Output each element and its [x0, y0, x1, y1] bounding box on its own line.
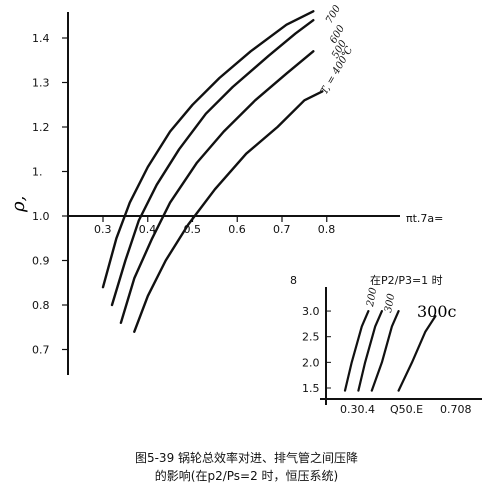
inset-curve-label-200: 200 [365, 286, 379, 308]
caption-line-2: 的影响(在p2/Ps=2 时，恒压系统) [154, 469, 339, 483]
main-series-line-3 [119, 50, 315, 324]
inset-y-label: 8 [290, 274, 297, 287]
main-series-line-1 [101, 10, 315, 289]
inset-x-tick-label: Q50.E [390, 403, 423, 416]
inset-series-line-4 [397, 315, 437, 392]
inset-y-tick-label: 2.0 [302, 356, 320, 369]
inset-y-tick-label: 2.5 [302, 331, 320, 344]
figure-caption: 图5-39 锅轮总效率对进、排气管之间压降 的影响(在p2/Ps=2 时，恒压系… [0, 449, 493, 485]
inset-chart: 1.5 2.0 2.5 3.0 0.30.4 Q50.E 0.708 8 在P2/P3=1… [290, 274, 482, 416]
main-y-tick-label: 0.7 [32, 344, 50, 357]
main-y-label: ρ, [8, 196, 29, 213]
main-x-label: πt.7a= [406, 212, 443, 225]
caption-line-1: 图5-39 锅轮总效率对进、排气管之间压降 [134, 451, 359, 465]
main-x-tick-label: 0.6 [228, 223, 246, 236]
main-y-tick-label: 1.2 [32, 121, 50, 134]
main-y-tick-label: 1.4 [32, 32, 50, 45]
main-x-tick-label: 0.4 [139, 223, 157, 236]
main-y-tick-label: 1. [32, 166, 43, 179]
inset-x-tick-label: 0.708 [440, 403, 472, 416]
main-x-tick-label: 0.7 [273, 223, 291, 236]
main-y-tick-label: 0.9 [32, 255, 50, 268]
main-series-line-2 [110, 19, 315, 307]
inset-curve-label-300: 300 [383, 292, 397, 313]
main-y-tick-label: 1.3 [32, 77, 50, 90]
inset-series-line-1 [343, 310, 370, 392]
main-y-tick-label: 1.0 [32, 210, 50, 223]
inset-x-tick-label: 0.30.4 [340, 403, 375, 416]
inset-series-line-3 [370, 310, 400, 392]
main-y-tick-label: 0.8 [32, 299, 50, 312]
inset-y-tick-label: 1.5 [302, 382, 320, 395]
inset-y-tick-label: 3.0 [302, 305, 320, 318]
main-series-line-4 [133, 90, 324, 333]
inset-series-line-2 [357, 310, 383, 392]
inset-curve-label-300c: 300c [417, 302, 457, 321]
main-x-tick-label: 0.3 [94, 223, 112, 236]
main-x-tick-label: 0.8 [318, 223, 336, 236]
curve-label-700: 700 [324, 3, 343, 26]
inset-title: 在P2/P3=1 时 [370, 274, 443, 287]
